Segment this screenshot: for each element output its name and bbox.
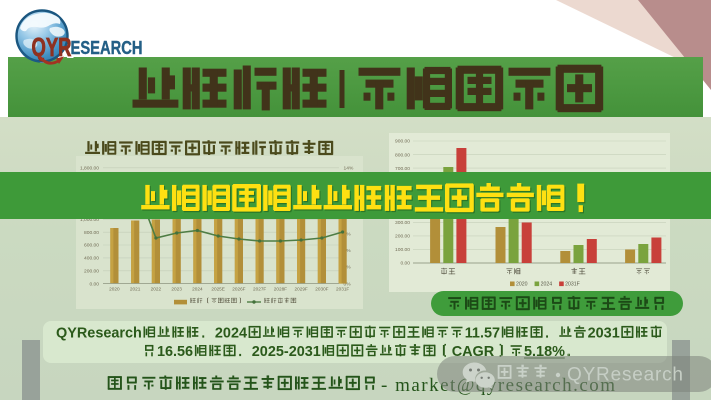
svg-text:2029F: 2029F bbox=[295, 287, 308, 292]
svg-text:2021: 2021 bbox=[130, 287, 141, 292]
svg-text:900.00: 900.00 bbox=[395, 139, 410, 145]
svg-text:2031F: 2031F bbox=[565, 282, 580, 288]
svg-text:100.00: 100.00 bbox=[395, 247, 410, 253]
svg-text:0.00: 0.00 bbox=[89, 281, 99, 287]
svg-text:400.00: 400.00 bbox=[84, 256, 99, 262]
svg-text:2027F: 2027F bbox=[253, 287, 266, 292]
svg-text:QYResearch: QYResearch bbox=[567, 365, 684, 386]
svg-text:0.00: 0.00 bbox=[400, 261, 410, 267]
svg-text:200.00: 200.00 bbox=[84, 268, 99, 274]
svg-text:QYResearch: QYResearch bbox=[56, 325, 142, 341]
svg-text:2020: 2020 bbox=[109, 287, 120, 292]
svg-text:2030F: 2030F bbox=[315, 287, 328, 292]
svg-text:16.56: 16.56 bbox=[157, 344, 193, 360]
svg-text:2025E: 2025E bbox=[211, 287, 225, 292]
svg-text:4%: 4% bbox=[344, 248, 352, 254]
svg-text:5.18%: 5.18% bbox=[524, 344, 565, 360]
svg-text:2026F: 2026F bbox=[232, 287, 245, 292]
svg-text:0%: 0% bbox=[344, 281, 352, 287]
svg-text:200.00: 200.00 bbox=[395, 234, 410, 240]
svg-text:1,000.00: 1,000.00 bbox=[80, 217, 99, 223]
svg-text:600.00: 600.00 bbox=[84, 243, 99, 249]
svg-text:ESEARCH: ESEARCH bbox=[71, 38, 143, 58]
svg-text:800.00: 800.00 bbox=[395, 152, 410, 158]
svg-text:14%: 14% bbox=[344, 166, 354, 172]
svg-text:1,800.00: 1,800.00 bbox=[80, 166, 99, 172]
svg-text:800.00: 800.00 bbox=[84, 230, 99, 236]
svg-text:2031F: 2031F bbox=[336, 287, 349, 292]
svg-text:2023: 2023 bbox=[171, 287, 182, 292]
svg-text:6%: 6% bbox=[344, 232, 352, 238]
svg-text:2025-2031: 2025-2031 bbox=[252, 344, 321, 360]
svg-text:2024: 2024 bbox=[541, 282, 553, 288]
svg-text:2024: 2024 bbox=[215, 325, 247, 341]
svg-text:2028F: 2028F bbox=[274, 287, 287, 292]
svg-text:2020: 2020 bbox=[516, 282, 528, 288]
svg-text:2%: 2% bbox=[344, 265, 352, 271]
svg-text:300.00: 300.00 bbox=[395, 220, 410, 226]
svg-text:2022: 2022 bbox=[151, 287, 162, 292]
svg-text:700.00: 700.00 bbox=[395, 166, 410, 172]
svg-text:CAGR: CAGR bbox=[452, 344, 495, 360]
svg-text:2031: 2031 bbox=[588, 325, 620, 341]
svg-text:2024: 2024 bbox=[192, 287, 203, 292]
svg-text:11.57: 11.57 bbox=[465, 325, 500, 341]
